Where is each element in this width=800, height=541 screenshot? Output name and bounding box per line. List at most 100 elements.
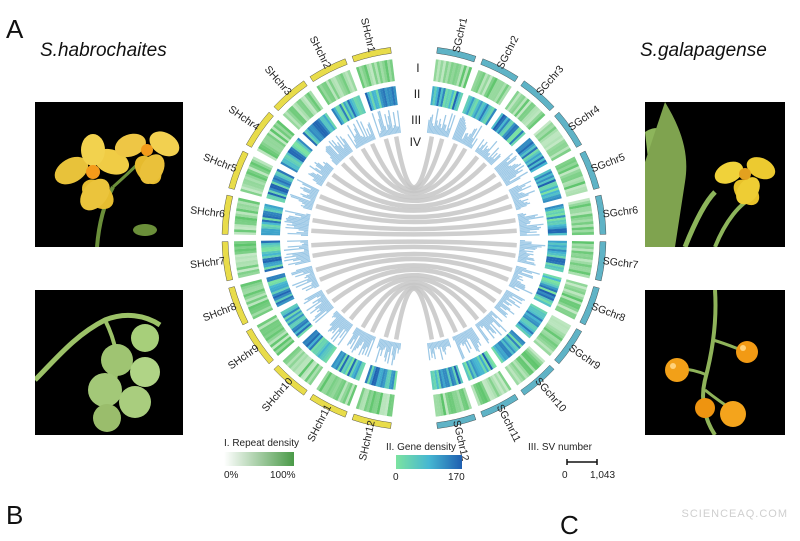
repeat-density-bin <box>342 71 354 94</box>
repeat-density-bin <box>485 377 498 399</box>
sv-number-bar <box>354 331 365 351</box>
sv-number-bar <box>453 115 464 140</box>
sv-number-bar <box>306 213 311 216</box>
watermark: SCIENCEAQ.COM <box>681 508 788 520</box>
sv-number-bar <box>519 248 525 251</box>
repeat-density-bin <box>527 112 546 131</box>
repeat-density-bin <box>544 136 565 152</box>
karyotype-SHchr7 <box>221 241 233 282</box>
gene-density-bin <box>510 329 526 345</box>
gene-density-bin <box>324 112 338 130</box>
repeat-density-bin <box>298 98 315 118</box>
repeat-density-bin <box>384 393 391 416</box>
sv-number-bar <box>519 223 544 228</box>
repeat-density-bin <box>272 123 292 140</box>
sv-number-bar <box>320 169 329 177</box>
gene-density-bin <box>523 150 541 163</box>
repeat-density-bin <box>234 231 257 235</box>
repeat-density-bin <box>562 290 584 301</box>
sv-number-bar <box>475 323 489 341</box>
repeat-density-bin <box>376 392 384 415</box>
repeat-density-bin <box>462 387 473 410</box>
gene-density-bin <box>472 100 484 119</box>
gene-density-bin <box>381 369 388 389</box>
sv-number-bar <box>314 285 320 289</box>
sv-number-bar <box>305 283 319 292</box>
sv-number-bar <box>338 320 349 333</box>
synteny-link <box>312 217 516 232</box>
gene-density-bin <box>545 210 565 216</box>
gene-density-bin <box>529 159 547 172</box>
sv-number-bar <box>300 204 313 210</box>
sv-number-bar <box>509 184 526 194</box>
sv-number-bar <box>510 281 525 290</box>
sv-number-bar <box>293 226 309 229</box>
repeat-density-bin <box>235 254 258 260</box>
sv-number-bar <box>339 136 353 153</box>
repeat-density-bin <box>549 316 570 331</box>
repeat-density-bin <box>302 361 318 381</box>
sv-number-bar <box>518 256 535 262</box>
repeat-density-bin <box>269 128 289 144</box>
sv-number-bar <box>352 123 365 145</box>
gene-density-bin <box>500 339 515 356</box>
sv-number-bar <box>427 343 431 361</box>
repeat-density-bin <box>569 208 592 215</box>
sv-number-bar <box>304 204 313 209</box>
repeat-density-bin <box>570 254 593 261</box>
gene-density-bin <box>291 144 308 158</box>
gene-density-bin <box>515 324 532 339</box>
sv-number-bar <box>479 320 495 339</box>
synteny-link <box>393 286 435 340</box>
sv-number-bar <box>500 163 522 179</box>
repeat-density-bin <box>512 360 528 380</box>
sv-number-bar <box>300 258 311 262</box>
sv-number-bar <box>307 290 323 301</box>
sv-number-bar <box>354 135 362 147</box>
repeat-density-bin <box>479 380 491 402</box>
gene-density-bin <box>542 274 562 283</box>
repeat-density-bin <box>561 292 583 303</box>
repeat-density-bin <box>243 287 265 298</box>
gene-density-bin <box>334 105 347 124</box>
sv-number-bar <box>445 338 450 347</box>
gene-density-bin <box>547 246 567 251</box>
repeat-density-bin <box>506 364 522 384</box>
gene-density-bin <box>506 333 521 350</box>
sv-number-bar <box>367 336 376 357</box>
chromosome-label-SHchr7: SHchr7 <box>189 255 225 271</box>
gene-density-bin <box>524 152 542 165</box>
sv-number-bar <box>304 273 315 279</box>
gene-density-bin <box>536 289 556 300</box>
sv-number-bar <box>335 313 341 319</box>
gene-density-bin <box>375 89 383 109</box>
gene-density-bin <box>547 250 567 255</box>
repeat-density-bin <box>497 85 512 106</box>
gene-density-bin <box>527 155 545 168</box>
gene-density-bin <box>529 304 547 317</box>
repeat-density-bin <box>554 307 576 320</box>
repeat-density-bin <box>381 60 388 83</box>
sv-number-bar <box>487 156 492 162</box>
repeat-density-bin <box>276 119 295 137</box>
sv-number-bar <box>511 278 521 284</box>
sv-number-bar <box>370 133 374 141</box>
gene-density-bin <box>275 170 294 181</box>
sv-number-bar <box>287 245 309 248</box>
repeat-density-bin <box>481 75 494 97</box>
sv-number-bar <box>500 297 512 307</box>
repeat-density-bin <box>539 128 559 144</box>
repeat-density-bin <box>330 77 343 99</box>
repeat-density-bin <box>332 76 345 98</box>
sv-number-bar <box>436 118 442 135</box>
repeat-density-bin <box>549 145 570 160</box>
sv-number-bar <box>517 258 527 261</box>
gene-density-bin <box>535 291 555 302</box>
repeat-density-bin <box>458 65 468 88</box>
gene-density-bin <box>471 99 482 118</box>
gene-density-bin <box>322 345 336 362</box>
repeat-density-bin <box>252 156 274 169</box>
repeat-density-bin <box>276 339 295 356</box>
gene-density-bin <box>481 105 494 124</box>
gene-density-bin <box>379 368 386 388</box>
